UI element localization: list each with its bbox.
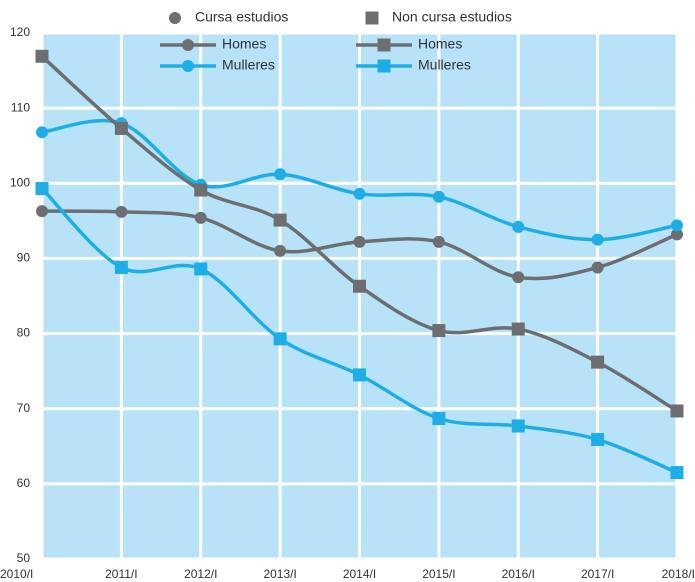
point xyxy=(432,190,445,203)
point xyxy=(512,271,525,284)
point xyxy=(114,260,128,274)
point xyxy=(194,211,207,224)
point xyxy=(591,261,604,274)
legend-group-title: Non cursa estudios xyxy=(392,9,512,25)
point xyxy=(432,324,446,338)
point xyxy=(353,187,366,200)
x-tick-label: 2016/I xyxy=(502,567,535,581)
point xyxy=(194,183,208,197)
y-tick-label: 90 xyxy=(17,251,31,265)
legend-label: Mulleres xyxy=(418,57,471,73)
point xyxy=(671,228,683,241)
legend-group-marker xyxy=(169,12,181,24)
point xyxy=(115,205,128,218)
legend-marker xyxy=(182,39,194,51)
point xyxy=(432,411,446,425)
y-tick-label: 120 xyxy=(10,25,30,39)
legend-group-marker xyxy=(365,11,379,25)
y-tick-label: 70 xyxy=(17,401,31,415)
point xyxy=(353,279,366,293)
x-tick-label: 2013/I xyxy=(263,567,296,581)
point xyxy=(35,182,49,196)
legend-label: Mulleres xyxy=(222,57,275,73)
legend-marker xyxy=(377,59,391,73)
x-tick-label: 2015/I xyxy=(422,567,455,581)
point xyxy=(671,219,683,232)
y-tick-label: 100 xyxy=(10,175,30,189)
legend-label: Homes xyxy=(418,36,462,52)
legend-marker xyxy=(182,60,194,72)
point xyxy=(591,355,605,369)
x-tick-label: 2017/I xyxy=(581,567,614,581)
point xyxy=(353,235,366,248)
point xyxy=(273,332,287,346)
x-tick-label: 2018/I xyxy=(662,567,695,581)
point xyxy=(114,121,128,135)
x-tick-label: 2014/I xyxy=(343,567,376,581)
point xyxy=(194,262,208,276)
y-tick-label: 50 xyxy=(17,551,31,565)
point xyxy=(36,126,48,139)
point xyxy=(353,368,366,382)
legend-label: Homes xyxy=(222,36,266,52)
point xyxy=(512,220,525,233)
point xyxy=(511,419,525,433)
point xyxy=(273,213,287,227)
x-tick-label: 2011/I xyxy=(105,567,137,581)
legend-marker xyxy=(377,38,391,52)
point xyxy=(591,433,605,447)
point xyxy=(36,205,48,218)
point xyxy=(670,466,684,480)
point xyxy=(35,49,49,63)
x-tick-label: 2010/I xyxy=(0,567,33,581)
point xyxy=(274,244,287,257)
legend-group-title: Cursa estudios xyxy=(195,9,288,25)
point xyxy=(511,322,525,336)
y-tick-label: 80 xyxy=(17,326,31,340)
x-tick-label: 2012/I xyxy=(184,567,217,581)
y-tick-label: 110 xyxy=(11,100,30,114)
point xyxy=(670,404,684,418)
point xyxy=(432,235,445,248)
point xyxy=(274,168,287,181)
y-tick-label: 60 xyxy=(17,476,31,490)
point xyxy=(591,233,604,246)
